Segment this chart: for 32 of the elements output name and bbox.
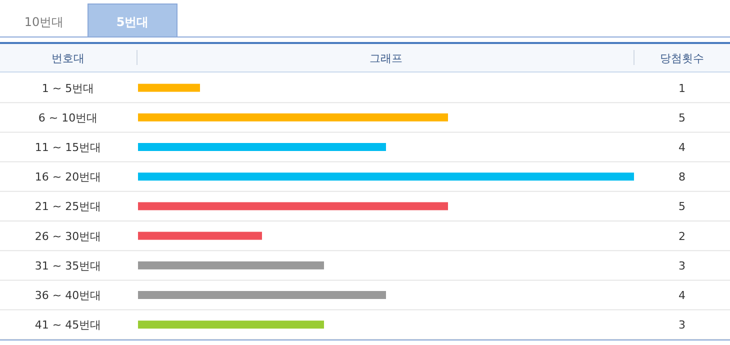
data-label: 4 (678, 289, 686, 302)
y-tick-label: 36 ~ 40번대 (34, 289, 102, 302)
bar (138, 202, 448, 210)
bar (138, 320, 324, 329)
bar (138, 172, 634, 181)
data-label: 3 (678, 259, 686, 272)
data-label: 5 (678, 111, 686, 124)
data-label: 4 (678, 141, 686, 154)
text: 당첨횟수 (660, 52, 704, 65)
bar (138, 143, 386, 151)
data-label: 3 (678, 318, 686, 332)
data-label: 1 (678, 82, 686, 95)
text: 10번대 (24, 15, 64, 29)
y-tick-label: 16 ~ 20번대 (34, 170, 102, 184)
text: 5번대 (116, 15, 149, 29)
y-tick-label: 41 ~ 45번대 (34, 318, 102, 332)
y-tick-label: 1 ~ 5번대 (42, 82, 94, 95)
bar (138, 232, 262, 240)
x-axis-title: 그래프 (370, 52, 402, 65)
bar (138, 84, 200, 92)
data-label: 2 (678, 230, 686, 243)
y-tick-label: 21 ~ 25번대 (34, 200, 102, 214)
y-axis-title: 번호대 (52, 52, 84, 65)
y-tick-label: 11 ~ 15번대 (34, 141, 102, 154)
bar (138, 261, 324, 270)
y-tick-label: 26 ~ 30번대 (34, 230, 102, 243)
bar (138, 113, 448, 122)
data-label: 8 (678, 170, 686, 184)
bar (138, 291, 386, 299)
y-tick-label: 31 ~ 35번대 (34, 259, 102, 272)
data-label: 5 (678, 200, 686, 214)
y-tick-label: 6 ~ 10번대 (38, 111, 98, 124)
